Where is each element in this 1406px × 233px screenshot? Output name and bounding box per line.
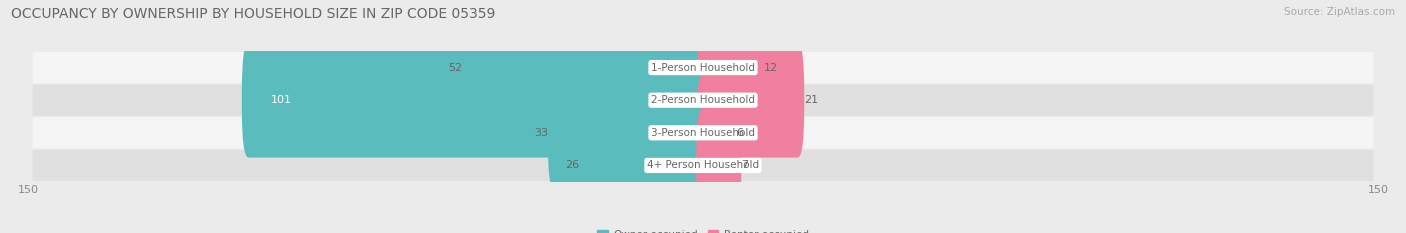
Text: OCCUPANCY BY OWNERSHIP BY HOUSEHOLD SIZE IN ZIP CODE 05359: OCCUPANCY BY OWNERSHIP BY HOUSEHOLD SIZE…	[11, 7, 496, 21]
FancyBboxPatch shape	[32, 85, 1374, 116]
Text: 52: 52	[449, 63, 463, 72]
Text: 3-Person Household: 3-Person Household	[651, 128, 755, 138]
FancyBboxPatch shape	[579, 108, 710, 223]
Text: 26: 26	[565, 161, 579, 170]
Text: 12: 12	[763, 63, 778, 72]
Text: Source: ZipAtlas.com: Source: ZipAtlas.com	[1284, 7, 1395, 17]
FancyBboxPatch shape	[696, 43, 804, 158]
FancyBboxPatch shape	[32, 150, 1374, 181]
Text: 101: 101	[271, 95, 292, 105]
Text: 2-Person Household: 2-Person Household	[651, 95, 755, 105]
FancyBboxPatch shape	[696, 75, 737, 190]
Legend: Owner-occupied, Renter-occupied: Owner-occupied, Renter-occupied	[593, 226, 813, 233]
Text: 33: 33	[534, 128, 548, 138]
Text: 1-Person Household: 1-Person Household	[651, 63, 755, 72]
Text: 7: 7	[741, 161, 748, 170]
FancyBboxPatch shape	[696, 10, 763, 125]
Text: 6: 6	[737, 128, 744, 138]
Text: 21: 21	[804, 95, 818, 105]
FancyBboxPatch shape	[696, 108, 741, 223]
FancyBboxPatch shape	[242, 43, 710, 158]
FancyBboxPatch shape	[548, 75, 710, 190]
FancyBboxPatch shape	[32, 117, 1374, 148]
Text: 4+ Person Household: 4+ Person Household	[647, 161, 759, 170]
FancyBboxPatch shape	[463, 10, 710, 125]
FancyBboxPatch shape	[32, 52, 1374, 83]
